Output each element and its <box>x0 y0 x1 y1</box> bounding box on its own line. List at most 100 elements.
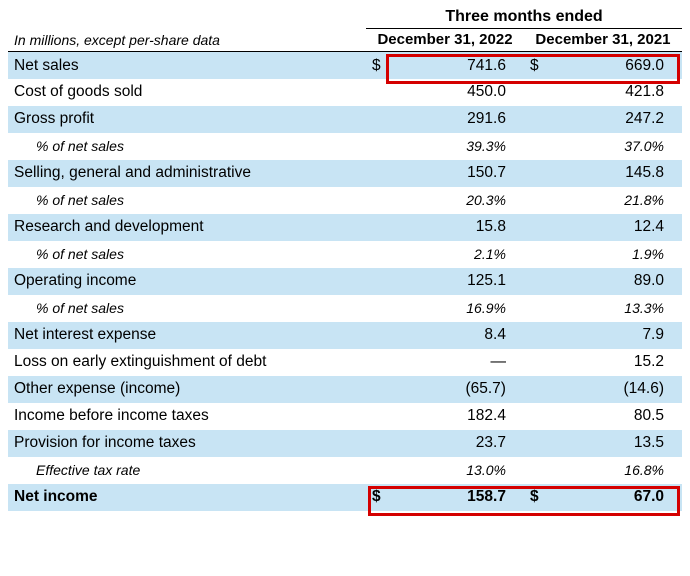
table-row: Cost of goods sold450.0421.8 <box>8 79 682 106</box>
currency-symbol <box>366 106 398 133</box>
currency-symbol <box>366 241 398 268</box>
currency-symbol <box>366 79 398 106</box>
currency-symbol <box>524 349 556 376</box>
value-col1: 158.7 <box>398 484 524 511</box>
col1-header: December 31, 2022 <box>366 29 524 52</box>
row-label: % of net sales <box>8 133 366 160</box>
table-row: % of net sales 39.3% 37.0% <box>8 133 682 160</box>
currency-symbol <box>366 349 398 376</box>
table-wrapper: Three months ended In millions, except p… <box>8 8 682 511</box>
value-col1: 8.4 <box>398 322 524 349</box>
value-col2: 37.0% <box>556 133 682 160</box>
currency-symbol <box>524 241 556 268</box>
currency-symbol <box>524 214 556 241</box>
currency-symbol <box>524 457 556 484</box>
table-caption: In millions, except per-share data <box>8 29 366 52</box>
value-col2: 247.2 <box>556 106 682 133</box>
period-header: Three months ended <box>366 8 682 29</box>
currency-symbol <box>366 268 398 295</box>
value-col2: 15.2 <box>556 349 682 376</box>
row-label: Gross profit <box>8 106 366 133</box>
value-col1: — <box>398 349 524 376</box>
value-col1: 450.0 <box>398 79 524 106</box>
table-row: Loss on early extinguishment of debt — 15.… <box>8 349 682 376</box>
table-row: Research and development 15.8 12.4 <box>8 214 682 241</box>
row-label: Net interest expense <box>8 322 366 349</box>
value-col1: 125.1 <box>398 268 524 295</box>
currency-symbol: $ <box>524 52 556 79</box>
value-col1: 15.8 <box>398 214 524 241</box>
row-label: Operating income <box>8 268 366 295</box>
value-col2: (14.6) <box>556 376 682 403</box>
table-row: Net income$158.7$67.0 <box>8 484 682 511</box>
value-col2: 1.9% <box>556 241 682 268</box>
table-header: Three months ended In millions, except p… <box>8 8 682 52</box>
currency-symbol <box>524 268 556 295</box>
value-col1: 16.9% <box>398 295 524 322</box>
value-col1: 741.6 <box>398 52 524 79</box>
value-col2: 13.3% <box>556 295 682 322</box>
value-col2: 80.5 <box>556 403 682 430</box>
currency-symbol <box>524 79 556 106</box>
currency-symbol <box>366 214 398 241</box>
currency-symbol: $ <box>366 52 398 79</box>
value-col2: 21.8% <box>556 187 682 214</box>
currency-symbol: $ <box>366 484 398 511</box>
value-col1: 2.1% <box>398 241 524 268</box>
currency-symbol <box>524 295 556 322</box>
table-row: Net sales$741.6$669.0 <box>8 52 682 79</box>
currency-symbol <box>524 322 556 349</box>
row-label: Income before income taxes <box>8 403 366 430</box>
value-col2: 12.4 <box>556 214 682 241</box>
table-row: Effective tax rate 13.0% 16.8% <box>8 457 682 484</box>
value-col1: 20.3% <box>398 187 524 214</box>
currency-symbol <box>524 160 556 187</box>
row-label: Research and development <box>8 214 366 241</box>
table-row: Other expense (income)(65.7)(14.6) <box>8 376 682 403</box>
value-col2: 13.5 <box>556 430 682 457</box>
table-row: % of net sales 20.3% 21.8% <box>8 187 682 214</box>
table-row: Provision for income taxes 23.7 13.5 <box>8 430 682 457</box>
value-col1: 23.7 <box>398 430 524 457</box>
currency-symbol <box>366 160 398 187</box>
currency-symbol <box>524 133 556 160</box>
table-row: Gross profit 291.6 247.2 <box>8 106 682 133</box>
currency-symbol <box>524 403 556 430</box>
currency-symbol <box>366 133 398 160</box>
row-label: Loss on early extinguishment of debt <box>8 349 366 376</box>
row-label: Net sales <box>8 52 366 79</box>
value-col2: 145.8 <box>556 160 682 187</box>
table-row: % of net sales 16.9% 13.3% <box>8 295 682 322</box>
row-label: Effective tax rate <box>8 457 366 484</box>
currency-symbol <box>366 322 398 349</box>
currency-symbol <box>366 457 398 484</box>
currency-symbol <box>366 376 398 403</box>
row-label: Net income <box>8 484 366 511</box>
currency-symbol <box>366 295 398 322</box>
value-col2: 89.0 <box>556 268 682 295</box>
currency-symbol <box>366 187 398 214</box>
value-col2: 669.0 <box>556 52 682 79</box>
value-col1: 13.0% <box>398 457 524 484</box>
value-col1: 39.3% <box>398 133 524 160</box>
row-label: % of net sales <box>8 241 366 268</box>
row-label: Selling, general and administrative <box>8 160 366 187</box>
value-col1: 150.7 <box>398 160 524 187</box>
row-label: Provision for income taxes <box>8 430 366 457</box>
value-col2: 7.9 <box>556 322 682 349</box>
currency-symbol <box>524 187 556 214</box>
currency-symbol <box>366 430 398 457</box>
row-label: % of net sales <box>8 295 366 322</box>
table-row: Operating income 125.1 89.0 <box>8 268 682 295</box>
value-col1: 291.6 <box>398 106 524 133</box>
currency-symbol <box>524 106 556 133</box>
row-label: % of net sales <box>8 187 366 214</box>
value-col1: (65.7) <box>398 376 524 403</box>
value-col2: 16.8% <box>556 457 682 484</box>
value-col2: 67.0 <box>556 484 682 511</box>
currency-symbol: $ <box>524 484 556 511</box>
table-row: % of net sales 2.1% 1.9% <box>8 241 682 268</box>
col2-header: December 31, 2021 <box>524 29 682 52</box>
table-row: Selling, general and administrative 150.7… <box>8 160 682 187</box>
currency-symbol <box>524 430 556 457</box>
